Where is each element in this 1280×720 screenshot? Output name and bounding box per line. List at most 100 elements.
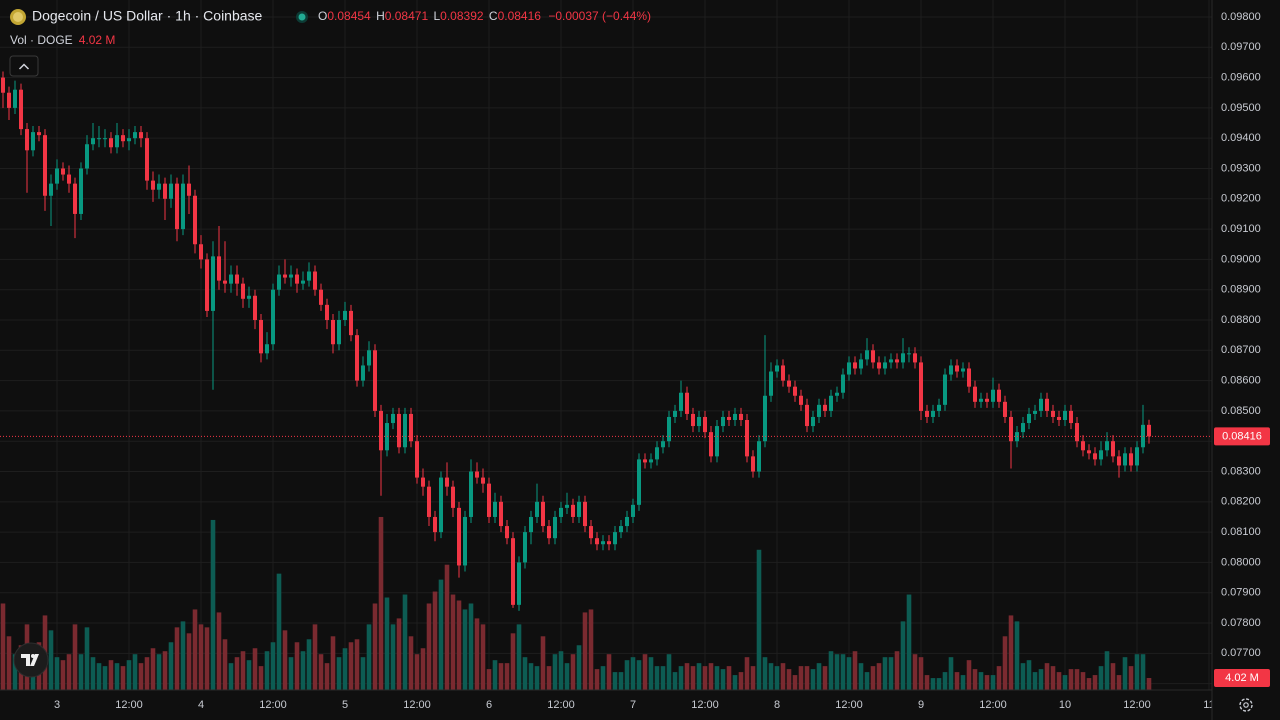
y-tick-label: 0.09500 [1221, 102, 1261, 114]
candle-body [25, 129, 29, 151]
volume-bar [870, 666, 876, 690]
time-axis: 3 12:00 4 12:00 5 12:00 6 12:00 7 12:00 8 12:00 9 12:… [54, 699, 1215, 711]
candle-body [1045, 398, 1049, 411]
volume-bar [12, 654, 18, 690]
candle-body [511, 538, 515, 605]
candle-body [883, 362, 887, 369]
y-tick-label: 0.08200 [1221, 496, 1261, 508]
volume-bar [588, 609, 594, 690]
settings-button[interactable] [1239, 698, 1253, 712]
candle-body [61, 168, 65, 175]
volume-bar [462, 609, 468, 690]
volume-bar [1110, 663, 1116, 690]
candle-body [679, 392, 683, 411]
collapse-chevron [18, 63, 30, 70]
volume-bar [636, 660, 642, 690]
volume-bar [846, 657, 852, 690]
candle-body [535, 501, 539, 517]
logo[interactable] [13, 642, 49, 678]
price-pane [0, 71, 1212, 611]
candle-body [1105, 441, 1109, 451]
volume-bar [1092, 675, 1098, 690]
candle-body [1093, 453, 1097, 460]
volume-bar [1086, 678, 1092, 690]
candle-body [553, 516, 557, 539]
candle-body [1129, 453, 1133, 466]
volume-bar [264, 651, 270, 690]
candle-body [451, 486, 455, 508]
volume-bar [990, 675, 996, 690]
settings-gear-hub [1243, 702, 1249, 708]
candle-body [415, 441, 419, 478]
ohlc-value: 0.08471 [385, 9, 429, 23]
volume-bar [402, 594, 408, 690]
candle-body [97, 138, 101, 140]
volume-bar [186, 633, 192, 690]
candle-body [79, 168, 83, 214]
volume-bar [1020, 663, 1026, 690]
logo-dot [31, 654, 35, 658]
volume-bar [426, 603, 432, 690]
volume-bar [1026, 660, 1032, 690]
y-tick-label: 0.07700 [1221, 647, 1261, 659]
volume-bar [786, 669, 792, 690]
volume-bar [522, 657, 528, 690]
volume-bar [0, 603, 6, 690]
candle-body [457, 507, 461, 566]
volume-bar [1146, 678, 1152, 690]
y-tick-label: 0.09400 [1221, 132, 1261, 144]
candle-body [1111, 441, 1115, 457]
badges: 0.08416 4.02 M [1214, 427, 1270, 688]
y-tick-label: 0.08800 [1221, 314, 1261, 326]
volume-bar [534, 666, 540, 690]
candle-body [967, 368, 971, 387]
volume-bar [726, 666, 732, 690]
candle-body [1021, 423, 1025, 433]
candle-body [673, 410, 677, 417]
volume-bar [126, 660, 132, 690]
volume-bar [456, 600, 462, 690]
volume-bar [954, 672, 960, 690]
candle-body [289, 274, 293, 278]
volume-bar [618, 672, 624, 690]
candle-body [859, 359, 863, 369]
volume-bar [510, 633, 516, 690]
candle-body [427, 486, 431, 517]
collapse-button-frame[interactable] [9, 55, 39, 77]
candle-body [817, 404, 821, 417]
collapse-button[interactable] [9, 55, 39, 77]
candle-body [439, 477, 443, 533]
volume-bar [558, 651, 564, 690]
volume-bar [414, 654, 420, 690]
x-tick-label: 10 [1059, 699, 1071, 711]
ohlc-key: C [489, 9, 498, 23]
candle-body [937, 404, 941, 411]
volume-bar [966, 660, 972, 690]
volume-bar [1008, 615, 1014, 690]
candle-body [1039, 398, 1043, 411]
logo-badge[interactable] [13, 642, 49, 678]
candle-body [481, 477, 485, 484]
candle-body [421, 477, 425, 487]
volume-bar [216, 612, 222, 690]
candle-body [601, 541, 605, 545]
volume-bar [702, 666, 708, 690]
volume-bar [942, 672, 948, 690]
volume-bar [744, 657, 750, 690]
volume-bar [528, 663, 534, 690]
y-tick-label: 0.07800 [1221, 617, 1261, 629]
volume-bar [72, 624, 78, 690]
volume-bar [192, 609, 198, 690]
volume-bar [342, 648, 348, 690]
volume-bar [798, 666, 804, 690]
volume-bar [696, 663, 702, 690]
candle-body [1057, 416, 1061, 420]
y-tick-label: 0.09200 [1221, 193, 1261, 205]
volume-bar [198, 624, 204, 690]
x-tick-label: 12:00 [115, 699, 143, 711]
volume-bar [708, 663, 714, 690]
volume-bar [948, 657, 954, 690]
volume-bar [408, 636, 414, 690]
settings-gear[interactable] [1239, 698, 1253, 712]
symbol-title: Dogecoin / US Dollar · 1h · Coinbase [32, 8, 263, 24]
